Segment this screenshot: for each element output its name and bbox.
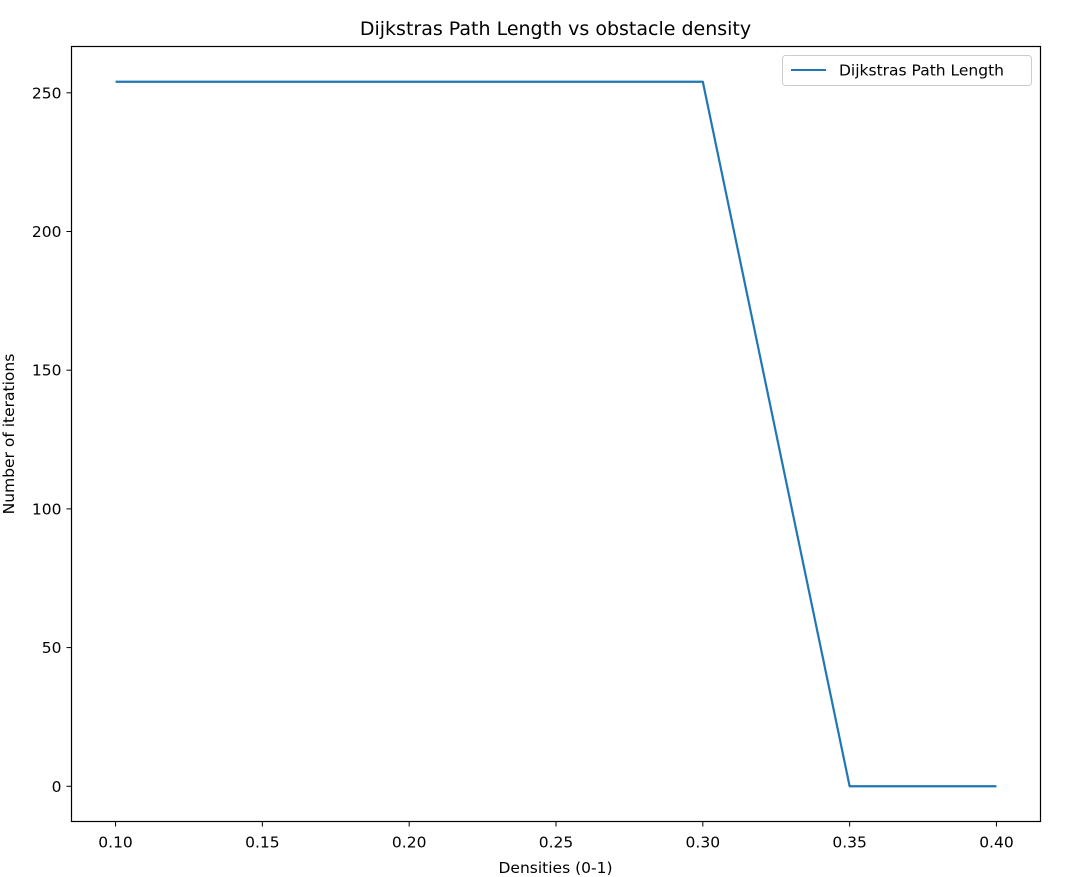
y-tick-label: 250 (32, 84, 62, 102)
legend-label: Dijkstras Path Length (839, 62, 1004, 80)
x-tick-label: 0.10 (98, 834, 133, 852)
x-tick-label: 0.20 (392, 834, 427, 852)
x-tick-label: 0.35 (832, 834, 867, 852)
x-tick-label: 0.15 (245, 834, 280, 852)
legend: Dijkstras Path Length (782, 55, 1032, 86)
axes-frame (70, 45, 1042, 823)
x-tick-label: 0.40 (979, 834, 1014, 852)
x-tick-label: 0.30 (686, 834, 721, 852)
plot-area (115, 80, 997, 788)
y-tick-label: 50 (42, 639, 62, 657)
chart-title: Dijkstras Path Length vs obstacle densit… (360, 18, 751, 40)
y-tick-label: 150 (32, 362, 62, 380)
y-axis-label: Number of iterations (0, 354, 18, 515)
legend-box (782, 55, 1032, 86)
y-tick-label: 100 (32, 500, 62, 518)
y-tick-label: 0 (52, 778, 62, 796)
x-axis: 0.10 0.15 0.20 0.25 0.30 0.35 0.40 (98, 821, 1014, 852)
x-tick-label: 0.25 (539, 834, 574, 852)
y-tick-label: 200 (32, 223, 62, 241)
y-axis: 0 50 100 150 200 250 (32, 84, 72, 796)
x-axis-label: Densities (0-1) (498, 859, 612, 877)
series-line-0 (115, 80, 997, 788)
